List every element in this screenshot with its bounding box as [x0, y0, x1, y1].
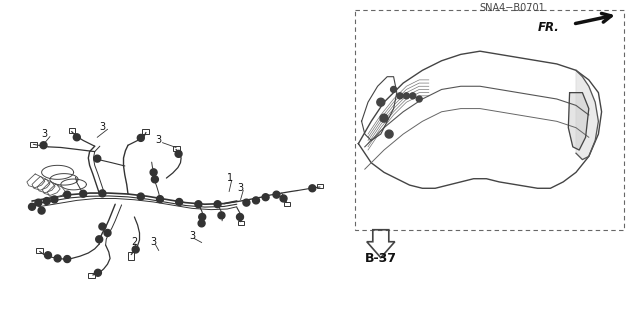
- Polygon shape: [576, 70, 598, 160]
- Polygon shape: [95, 269, 101, 276]
- Text: 3: 3: [99, 122, 106, 132]
- Bar: [30, 142, 36, 147]
- Polygon shape: [416, 96, 422, 102]
- Polygon shape: [104, 229, 111, 236]
- Polygon shape: [385, 130, 393, 138]
- Bar: [355, 10, 624, 230]
- Text: SNA4−B0701: SNA4−B0701: [479, 3, 545, 13]
- Polygon shape: [150, 169, 157, 176]
- Bar: [128, 252, 134, 260]
- Bar: [284, 202, 290, 205]
- Polygon shape: [390, 86, 397, 93]
- Polygon shape: [176, 198, 182, 205]
- Polygon shape: [237, 213, 243, 220]
- Polygon shape: [568, 93, 589, 150]
- Polygon shape: [94, 155, 100, 162]
- Polygon shape: [380, 114, 388, 122]
- Polygon shape: [74, 134, 80, 141]
- Text: 3: 3: [237, 183, 243, 193]
- Polygon shape: [280, 195, 287, 202]
- Bar: [36, 248, 43, 253]
- Text: 2: 2: [131, 237, 138, 247]
- Bar: [88, 273, 95, 278]
- Polygon shape: [157, 196, 163, 203]
- Text: 3: 3: [42, 129, 48, 139]
- Polygon shape: [253, 197, 259, 204]
- Polygon shape: [40, 142, 47, 149]
- Polygon shape: [198, 220, 205, 227]
- Polygon shape: [195, 201, 202, 208]
- Polygon shape: [64, 256, 70, 263]
- Polygon shape: [99, 190, 106, 197]
- Text: FR.: FR.: [538, 21, 560, 34]
- Polygon shape: [152, 176, 158, 183]
- Polygon shape: [51, 196, 58, 203]
- Polygon shape: [99, 223, 106, 230]
- Polygon shape: [175, 150, 182, 157]
- Polygon shape: [199, 213, 205, 220]
- Text: 3: 3: [189, 231, 195, 241]
- Bar: [68, 128, 75, 133]
- Polygon shape: [96, 236, 102, 243]
- Bar: [317, 184, 323, 188]
- Polygon shape: [243, 199, 250, 206]
- Polygon shape: [214, 201, 221, 208]
- Polygon shape: [262, 194, 269, 201]
- Polygon shape: [38, 207, 45, 214]
- Text: 3: 3: [156, 136, 162, 145]
- Polygon shape: [45, 252, 51, 259]
- Polygon shape: [138, 193, 144, 200]
- Polygon shape: [80, 190, 86, 197]
- Polygon shape: [273, 191, 280, 198]
- Bar: [173, 146, 179, 151]
- Polygon shape: [35, 199, 42, 206]
- Polygon shape: [44, 197, 50, 204]
- Polygon shape: [377, 98, 385, 106]
- Polygon shape: [218, 212, 225, 219]
- Text: 1: 1: [227, 173, 234, 183]
- Polygon shape: [403, 93, 410, 99]
- Text: B-37: B-37: [365, 252, 397, 265]
- Polygon shape: [410, 93, 416, 99]
- Text: 3: 3: [150, 237, 157, 248]
- Polygon shape: [29, 203, 35, 210]
- Bar: [143, 129, 149, 134]
- Polygon shape: [397, 93, 403, 99]
- Polygon shape: [309, 185, 316, 192]
- Polygon shape: [132, 246, 139, 253]
- Polygon shape: [138, 134, 144, 141]
- Polygon shape: [54, 255, 61, 262]
- Bar: [237, 221, 244, 225]
- Polygon shape: [64, 191, 70, 198]
